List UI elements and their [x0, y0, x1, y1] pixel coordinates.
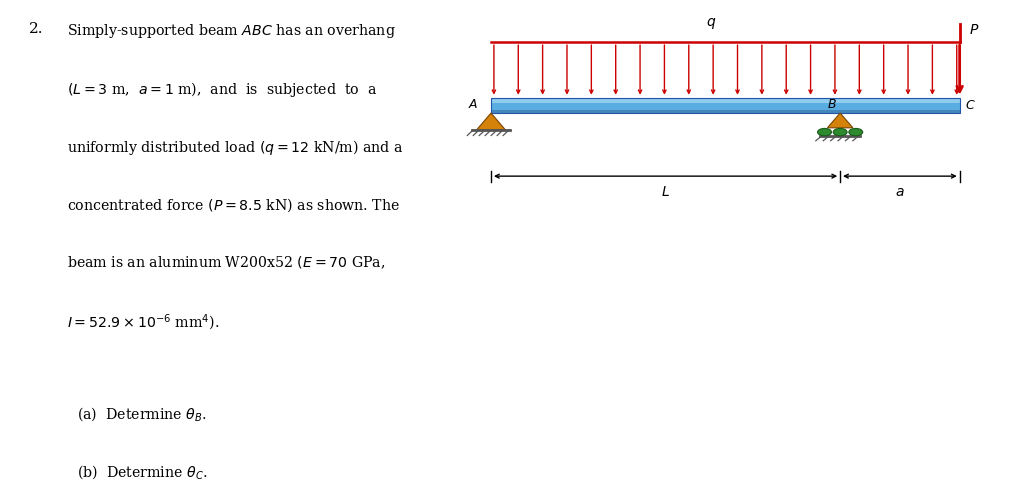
Polygon shape: [476, 113, 506, 130]
Polygon shape: [827, 113, 853, 128]
Text: $A$: $A$: [468, 97, 478, 111]
Text: (a)  Determine $\theta_B$.: (a) Determine $\theta_B$.: [77, 405, 207, 423]
Text: $q$: $q$: [706, 16, 716, 31]
Text: $C$: $C$: [966, 99, 976, 112]
Text: uniformly distributed load $(q = 12$ kN/m) and a: uniformly distributed load $(q = 12$ kN/…: [67, 138, 403, 157]
Text: $P$: $P$: [969, 23, 979, 37]
Text: Simply-supported beam $\mathit{ABC}$ has an overhang: Simply-supported beam $\mathit{ABC}$ has…: [67, 22, 395, 40]
Bar: [492, 99, 959, 102]
Text: (b)  Determine $\theta_C$.: (b) Determine $\theta_C$.: [77, 463, 208, 481]
Bar: [492, 110, 959, 113]
Bar: [492, 102, 959, 110]
Bar: [492, 97, 959, 113]
Circle shape: [834, 128, 847, 136]
Text: $a$: $a$: [895, 185, 904, 199]
Circle shape: [817, 128, 831, 136]
Text: $(L = 3$ m,  $a = 1$ m),  and  is  subjected  to  a: $(L = 3$ m, $a = 1$ m), and is subjected…: [67, 80, 377, 99]
Text: beam is an aluminum W200x52 $(E = 70$ GPa,: beam is an aluminum W200x52 $(E = 70$ GP…: [67, 254, 385, 271]
Text: concentrated force $(P = 8.5$ kN) as shown. The: concentrated force $(P = 8.5$ kN) as sho…: [67, 196, 399, 214]
Text: 2.: 2.: [29, 22, 43, 36]
Text: $I = 52.9\times10^{-6}$ mm$^4$).: $I = 52.9\times10^{-6}$ mm$^4$).: [67, 312, 219, 333]
Text: $L$: $L$: [662, 185, 670, 199]
Circle shape: [849, 128, 862, 136]
Bar: [492, 97, 959, 99]
Text: $B$: $B$: [827, 97, 838, 111]
